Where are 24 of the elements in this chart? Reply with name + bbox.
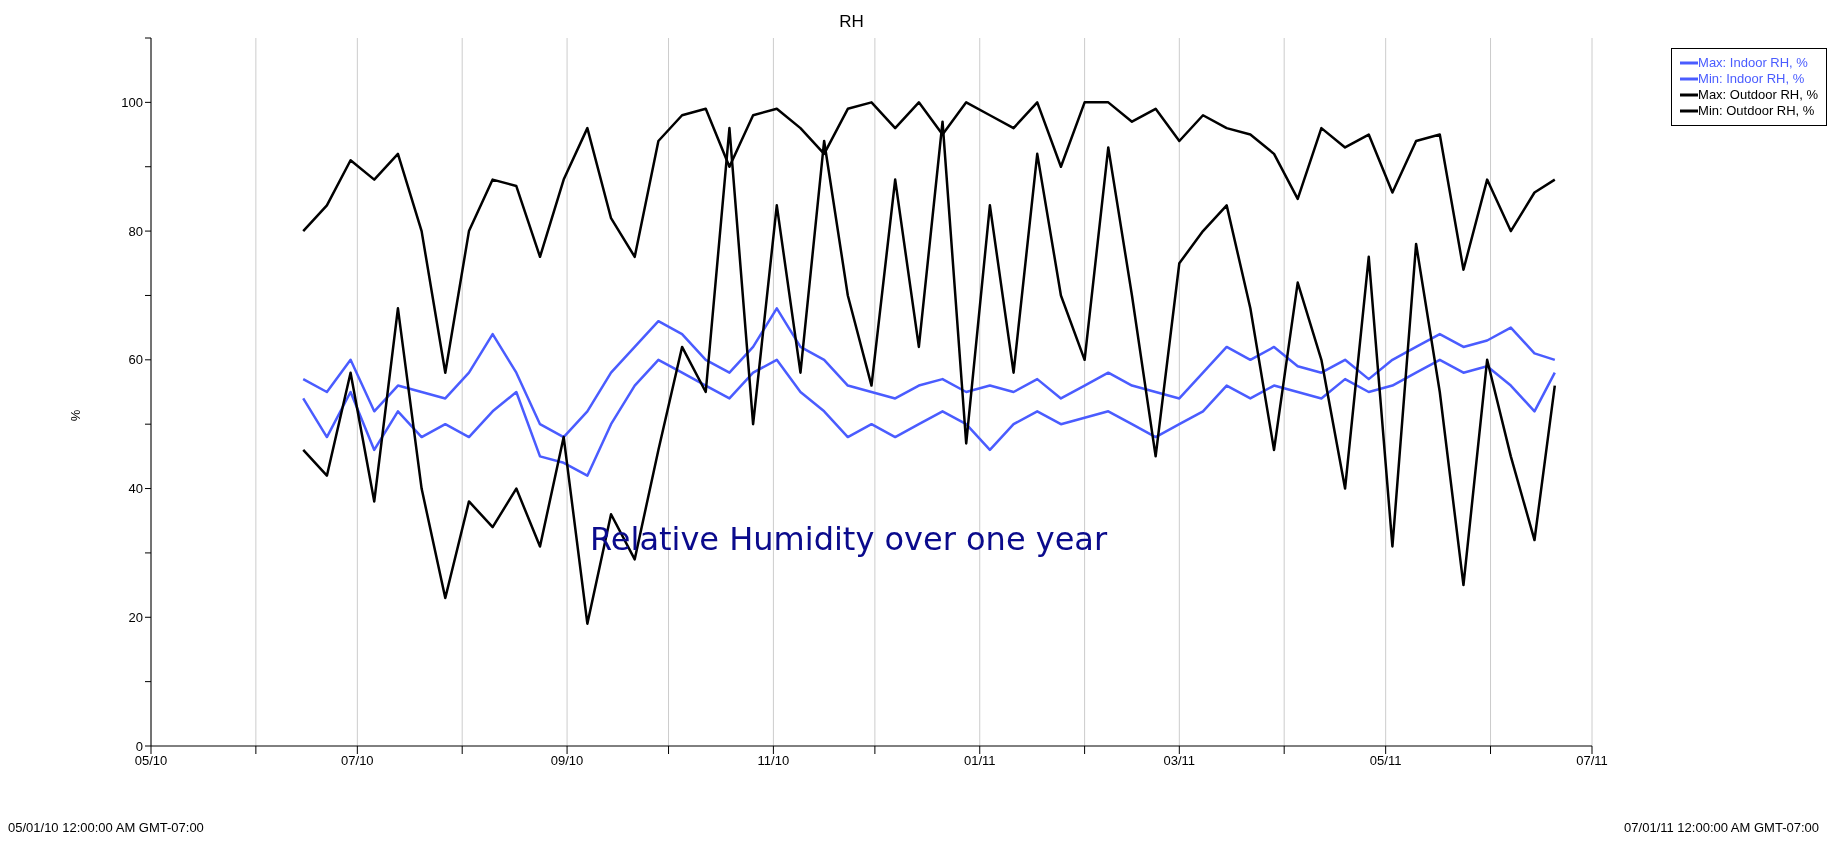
legend-label: Min: Outdoor RH, % bbox=[1698, 103, 1815, 119]
y-axis-title: % bbox=[68, 409, 84, 422]
y-tick-label: 20 bbox=[128, 609, 143, 625]
x-tick-label: 05/11 bbox=[1369, 753, 1402, 769]
y-tick-label: 0 bbox=[135, 738, 143, 754]
chart-title: RH bbox=[838, 12, 865, 32]
legend-label: Max: Indoor RH, % bbox=[1698, 55, 1808, 71]
y-tick-label: 40 bbox=[128, 481, 143, 497]
x-tick-label: 07/11 bbox=[1576, 753, 1608, 769]
x-tick-label: 11/10 bbox=[757, 753, 790, 769]
x-tick-label: 05/10 bbox=[134, 753, 168, 769]
text: 07/01/11 12:00:00 AM GMT-07:00 bbox=[1624, 820, 1819, 835]
y-tick-label: 60 bbox=[128, 352, 143, 368]
x-tick-label: 07/10 bbox=[341, 753, 374, 769]
line-series bbox=[301, 307, 1557, 439]
y-tick-label: 100 bbox=[121, 94, 143, 110]
legend-label: Max: Outdoor RH, % bbox=[1698, 87, 1818, 103]
line-series bbox=[301, 358, 1557, 477]
legend-label: Min: Indoor RH, % bbox=[1698, 71, 1805, 87]
x-tick-label: 01/11 bbox=[963, 753, 996, 769]
x-tick-label: 03/11 bbox=[1163, 753, 1196, 769]
text: 05/01/10 12:00:00 AM GMT-07:00 bbox=[8, 820, 204, 835]
x-tick-label: 09/10 bbox=[550, 753, 584, 769]
y-tick-label: 80 bbox=[128, 223, 143, 239]
